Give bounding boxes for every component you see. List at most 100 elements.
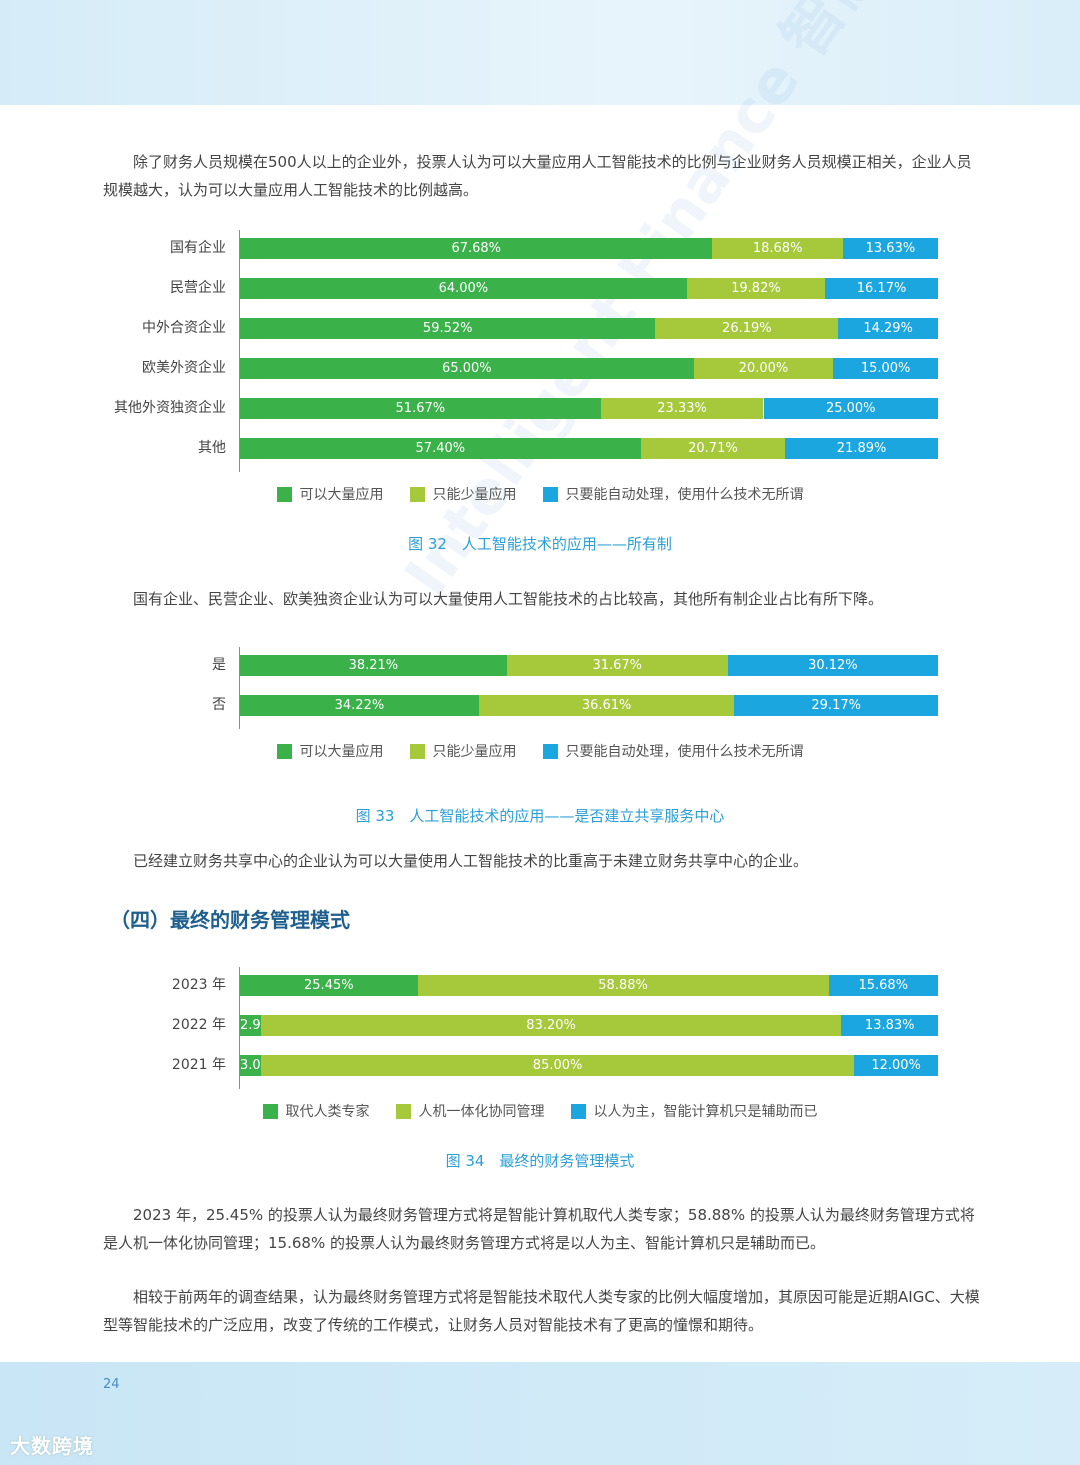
bar-segment: 85.00% xyxy=(260,1055,855,1076)
paragraph-4-text: 2023 年，25.45% 的投票人认为最终财务管理方式将是智能计算机取代人类专… xyxy=(103,1206,975,1252)
bar-segment: 65.00% xyxy=(240,358,694,379)
category-label: 欧美外资企业 xyxy=(142,360,226,376)
legend-item: 只要能自动处理，使用什么技术无所谓 xyxy=(542,741,804,761)
legend-swatch xyxy=(276,486,292,502)
legend-swatch xyxy=(409,486,425,502)
bar-segment: 38.21% xyxy=(240,655,507,676)
bar-segment: 3.00% xyxy=(240,1055,281,1076)
chart-legend: 可以大量应用 只能少量应用 只要能自动处理，使用什么技术无所谓 xyxy=(0,484,1080,504)
legend-swatch xyxy=(276,743,292,759)
bar-segment: 2.97% xyxy=(240,1015,281,1036)
paragraph-1-text: 除了财务人员规模在500人以上的企业外，投票人认为可以大量应用人工智能技术的比例… xyxy=(103,153,972,199)
chart-legend: 可以大量应用 只能少量应用 只要能自动处理，使用什么技术无所谓 xyxy=(0,741,1080,761)
paragraph-5-text: 相较于前两年的调查结果，认为最终财务管理方式将是智能技术取代人类专家的比例大幅度… xyxy=(103,1288,980,1334)
bar-segment: 14.29% xyxy=(838,318,938,339)
bar-segment: 31.67% xyxy=(506,655,728,676)
category-label: 2021 年 xyxy=(171,1057,226,1073)
bar-segment: 29.17% xyxy=(734,695,938,716)
bar-segment: 13.63% xyxy=(842,238,938,259)
bar-segment: 36.61% xyxy=(478,695,735,716)
bar-segment: 64.00% xyxy=(240,278,687,299)
category-label: 民营企业 xyxy=(170,280,226,296)
category-label: 是 xyxy=(212,657,226,673)
bar-segment: 16.17% xyxy=(825,278,938,299)
bar-row: 民营企业 64.00% 19.82% 16.17% xyxy=(0,278,1080,299)
legend-label: 只要能自动处理，使用什么技术无所谓 xyxy=(565,744,804,760)
bar-segment: 26.19% xyxy=(655,318,839,339)
legend-item: 只能少量应用 xyxy=(409,741,517,761)
category-axis xyxy=(239,967,240,1089)
legend-swatch xyxy=(570,1103,586,1119)
paragraph-1: 除了财务人员规模在500人以上的企业外，投票人认为可以大量应用人工智能技术的比例… xyxy=(103,148,983,204)
legend-item: 只要能自动处理，使用什么技术无所谓 xyxy=(542,484,804,504)
bar-segment: 18.68% xyxy=(712,238,843,259)
category-label: 国有企业 xyxy=(170,240,226,256)
bar-row: 否 34.22% 36.61% 29.17% xyxy=(0,695,1080,716)
legend-label: 只能少量应用 xyxy=(432,487,517,503)
legend-swatch xyxy=(542,743,558,759)
paragraph-4: 2023 年，25.45% 的投票人认为最终财务管理方式将是智能计算机取代人类专… xyxy=(103,1201,983,1257)
bar-segment: 57.40% xyxy=(240,438,641,459)
bar-segment: 83.20% xyxy=(260,1015,842,1036)
figure-34-caption: 图 34 最终的财务管理模式 xyxy=(445,1152,635,1170)
paragraph-2: 国有企业、民营企业、欧美独资企业认为可以大量使用人工智能技术的占比较高，其他所有… xyxy=(103,585,983,613)
legend-item: 以人为主，智能计算机只是辅助而已 xyxy=(570,1101,818,1121)
bar-row: 其他 57.40% 20.71% 21.89% xyxy=(0,438,1080,459)
category-axis xyxy=(239,230,240,472)
bar-row: 2023 年 25.45% 58.88% 15.68% xyxy=(0,975,1080,996)
category-label: 其他外资独资企业 xyxy=(114,400,226,416)
legend-swatch xyxy=(262,1103,278,1119)
category-label: 其他 xyxy=(198,440,226,456)
bar-row: 2021 年 3.00%85.00%12.00% xyxy=(0,1055,1080,1076)
bar-row: 欧美外资企业 65.00% 20.00% 15.00% xyxy=(0,358,1080,379)
bar-row: 中外合资企业 59.52% 26.19% 14.29% xyxy=(0,318,1080,339)
figure-32-caption: 图 32 人工智能技术的应用——所有制 xyxy=(408,535,672,553)
legend-label: 取代人类专家 xyxy=(285,1104,370,1120)
bar-segment: 25.45% xyxy=(240,975,418,996)
paragraph-2-text: 国有企业、民营企业、欧美独资企业认为可以大量使用人工智能技术的占比较高，其他所有… xyxy=(133,590,884,608)
legend-label: 只要能自动处理，使用什么技术无所谓 xyxy=(565,487,804,503)
bar-row: 其他外资独资企业 51.67% 23.33% 25.00% xyxy=(0,398,1080,419)
bar-segment: 20.00% xyxy=(693,358,834,379)
category-label: 否 xyxy=(212,697,226,713)
legend-swatch xyxy=(542,486,558,502)
figure-33-caption: 图 33 人工智能技术的应用——是否建立共享服务中心 xyxy=(355,807,725,825)
page-number: 24 xyxy=(103,1377,120,1392)
paragraph-3-text: 已经建立财务共享中心的企业认为可以大量使用人工智能技术的比重高于未建立财务共享中… xyxy=(133,852,809,870)
legend-item: 可以大量应用 xyxy=(276,484,384,504)
bar-segment: 20.71% xyxy=(640,438,786,459)
footer-band xyxy=(0,1362,1080,1465)
bar-segment: 67.68% xyxy=(240,238,713,259)
bar-row: 国有企业 67.68% 18.68% 13.63% xyxy=(0,238,1080,259)
legend-label: 只能少量应用 xyxy=(432,744,517,760)
bar-segment: 15.00% xyxy=(833,358,938,379)
legend-item: 人机一体化协同管理 xyxy=(395,1101,545,1121)
brand-logo: 大数跨境 xyxy=(10,1434,94,1458)
legend-label: 人机一体化协同管理 xyxy=(418,1104,545,1120)
bar-segment: 23.33% xyxy=(600,398,764,419)
category-label: 中外合资企业 xyxy=(142,320,226,336)
bar-segment: 15.68% xyxy=(828,975,938,996)
legend-label: 可以大量应用 xyxy=(299,744,384,760)
legend-label: 以人为主，智能计算机只是辅助而已 xyxy=(593,1104,818,1120)
bar-segment: 25.00% xyxy=(763,398,938,419)
bar-row: 2022 年 2.97%83.20%13.83% xyxy=(0,1015,1080,1036)
bar-segment: 59.52% xyxy=(240,318,656,339)
bar-segment: 19.82% xyxy=(686,278,826,299)
category-label: 2022 年 xyxy=(171,1017,226,1033)
bar-segment: 34.22% xyxy=(240,695,479,716)
bar-segment: 21.89% xyxy=(785,438,938,459)
bar-segment: 13.83% xyxy=(841,1015,938,1036)
legend-item: 可以大量应用 xyxy=(276,741,384,761)
legend-item: 只能少量应用 xyxy=(409,484,517,504)
section-heading: （四）最终的财务管理模式 xyxy=(110,908,350,932)
legend-swatch xyxy=(395,1103,411,1119)
bar-segment: 12.00% xyxy=(854,1055,938,1076)
category-axis xyxy=(239,647,240,729)
legend-label: 可以大量应用 xyxy=(299,487,384,503)
header-band xyxy=(0,0,1080,105)
bar-segment: 58.88% xyxy=(417,975,829,996)
chart-legend: 取代人类专家 人机一体化协同管理 以人为主，智能计算机只是辅助而已 xyxy=(0,1101,1080,1121)
paragraph-5: 相较于前两年的调查结果，认为最终财务管理方式将是智能技术取代人类专家的比例大幅度… xyxy=(103,1283,983,1339)
legend-swatch xyxy=(409,743,425,759)
